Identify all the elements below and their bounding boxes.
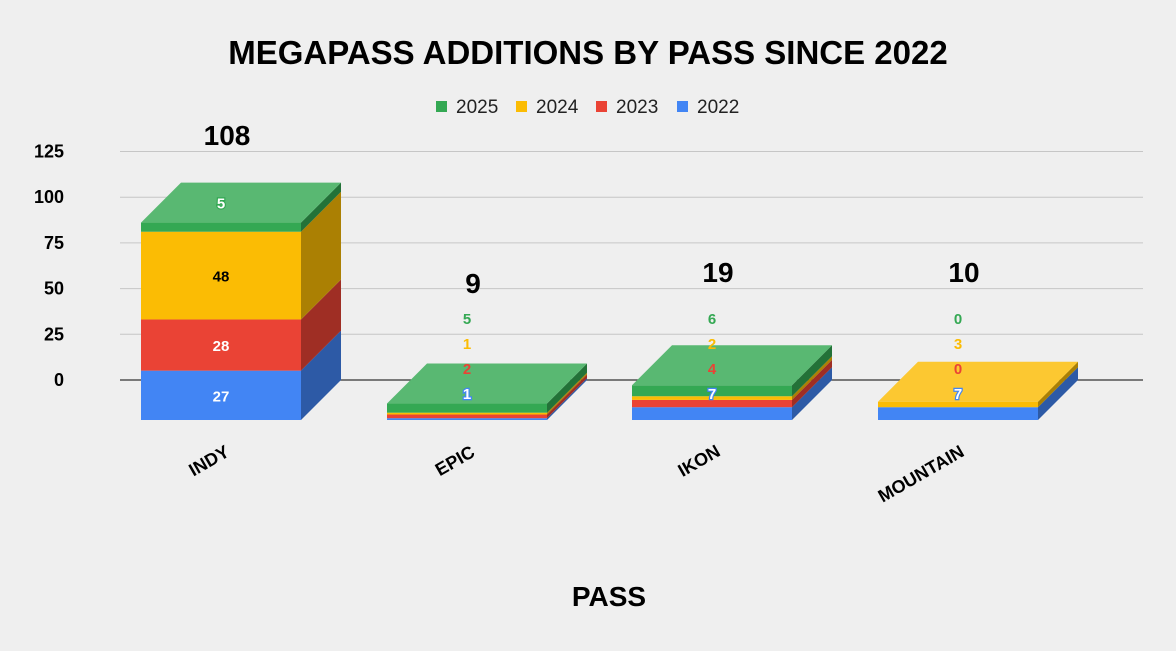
bar-segment-ikon-2024	[632, 396, 792, 400]
bar-segment-epic-2024	[387, 412, 547, 415]
data-label-mountain-2024: 3	[954, 336, 962, 353]
legend-label-2024: 2024	[536, 97, 579, 118]
data-label-ikon-2022: 7	[708, 386, 716, 403]
bar-side-mountain-2024	[1038, 361, 1078, 408]
bar-side-ikon-2024	[792, 356, 832, 400]
legend-label-2025: 2025	[456, 97, 498, 118]
legend-swatch-2024	[516, 101, 527, 112]
bar-side-indy-2022	[301, 330, 341, 420]
data-label-mountain-2022: 7	[954, 386, 962, 403]
bar-side-epic-2024	[547, 372, 587, 415]
legend-label-2023: 2023	[616, 97, 658, 118]
data-label-mountain-2023: 0	[954, 361, 962, 378]
data-label-ikon-2023: 4	[708, 361, 717, 378]
bar-epic	[387, 363, 587, 420]
x-axis-title: PASS	[572, 581, 646, 612]
x-tick-label-indy: INDY	[185, 441, 232, 480]
data-label-indy-2024: 48	[213, 269, 230, 286]
bar-side-ikon-2023	[792, 359, 832, 408]
data-label-ikon-2025: 6	[708, 311, 716, 328]
y-tick-label: 125	[34, 142, 64, 162]
total-label-ikon: 19	[702, 257, 733, 288]
bar-side-ikon-2025	[792, 345, 832, 397]
bar-segment-indy-2024	[141, 231, 301, 320]
legend-swatch-2023	[596, 101, 607, 112]
x-tick-label-epic: EPIC	[432, 442, 478, 480]
bar-segment-epic-2025	[387, 403, 547, 413]
bar-segment-indy-2022	[141, 370, 301, 420]
data-label-ikon-2024: 2	[708, 336, 716, 353]
bar-segment-epic-2022	[387, 418, 547, 420]
bar-side-mountain-2022	[1038, 367, 1078, 420]
bar-top-indy	[141, 182, 341, 223]
bar-side-epic-2023	[547, 374, 587, 419]
x-tick-label-mountain: MOUNTAIN	[875, 441, 968, 506]
data-label-epic-2022: 1	[463, 386, 471, 403]
legend-swatch-2025	[436, 101, 447, 112]
bar-segment-epic-2023	[387, 414, 547, 419]
data-label-epic-2023: 2	[463, 361, 471, 378]
bar-side-ikon-2022	[792, 367, 832, 420]
bar-segment-indy-2025	[141, 222, 301, 232]
legend-label-2022: 2022	[697, 97, 739, 118]
bar-segment-mountain-2024	[878, 401, 1038, 408]
y-tick-label: 25	[44, 324, 64, 344]
bar-top-epic	[387, 363, 587, 404]
legend-swatch-2022	[677, 101, 688, 112]
total-label-mountain: 10	[948, 257, 979, 288]
x-tick-label-ikon: IKON	[675, 441, 724, 481]
data-label-indy-2023: 28	[213, 338, 230, 355]
data-labels: 27 28 48 5 108 1 2 1 5 9 7 4 2 6 19 7 0 3 0 10	[204, 120, 980, 405]
total-label-indy: 108	[204, 120, 251, 151]
legend: 2025 2024 2023 2022	[436, 97, 739, 118]
bars	[141, 182, 1078, 420]
chart-title: MEGAPASS ADDITIONS BY PASS SINCE 2022	[228, 34, 947, 71]
total-label-epic: 9	[465, 268, 481, 299]
bar-segment-ikon-2025	[632, 385, 792, 397]
y-tick-label: 100	[34, 187, 64, 207]
data-label-indy-2022: 27	[213, 388, 230, 405]
bar-segment-ikon-2022	[632, 407, 792, 420]
bar-mountain	[878, 361, 1078, 420]
bar-side-epic-2022	[547, 378, 587, 420]
bar-side-epic-2025	[547, 363, 587, 413]
y-axis-ticks: 0 25 50 75 100 125	[34, 142, 64, 391]
bar-ikon	[632, 345, 832, 420]
bar-segment-ikon-2023	[632, 399, 792, 408]
data-label-epic-2024: 1	[463, 336, 471, 353]
bar-segment-mountain-2022	[878, 407, 1038, 420]
data-label-epic-2025: 5	[463, 311, 471, 328]
bar-side-indy-2025	[301, 182, 341, 232]
x-axis-ticks: INDY EPIC IKON MOUNTAIN	[185, 441, 967, 506]
data-label-mountain-2025: 0	[954, 311, 962, 328]
bar-indy	[141, 182, 341, 420]
bar-side-indy-2024	[301, 191, 341, 320]
y-tick-label: 0	[54, 370, 64, 390]
y-tick-label: 50	[44, 279, 64, 299]
bar-top-mountain	[878, 361, 1078, 402]
data-label-indy-2025: 5	[217, 196, 225, 213]
bar-side-indy-2023	[301, 279, 341, 371]
bar-segment-indy-2023	[141, 319, 301, 371]
y-tick-label: 75	[44, 233, 64, 253]
bar-top-ikon	[632, 345, 832, 386]
